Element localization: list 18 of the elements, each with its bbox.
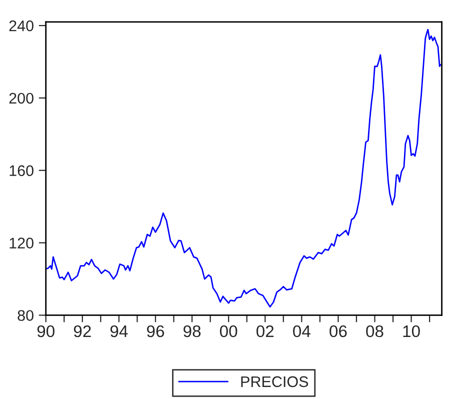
y-tick-label: 200 [9, 92, 34, 104]
y-tick-label: 160 [10, 165, 34, 176]
x-tick-label: 98 [184, 325, 201, 338]
y-tick-label: 120 [10, 238, 34, 248]
x-tick-label: 04 [293, 325, 310, 338]
x-tick-label: 06 [330, 325, 347, 338]
x-tick-label: 90 [37, 325, 54, 338]
y-tick-label: 80 [18, 310, 34, 321]
line-series [46, 28, 442, 308]
x-tick-label: 02 [256, 325, 274, 338]
x-tick-label: 00 [220, 325, 238, 338]
legend-label: PRECIOS [241, 376, 308, 388]
y-tick-label: 240 [9, 20, 34, 32]
x-tick-label: 08 [366, 325, 384, 338]
x-tick-label: 10 [403, 325, 420, 338]
x-tick-label: 92 [74, 325, 91, 338]
x-tick-label: 96 [147, 325, 164, 338]
x-tick-label: 94 [110, 325, 128, 338]
